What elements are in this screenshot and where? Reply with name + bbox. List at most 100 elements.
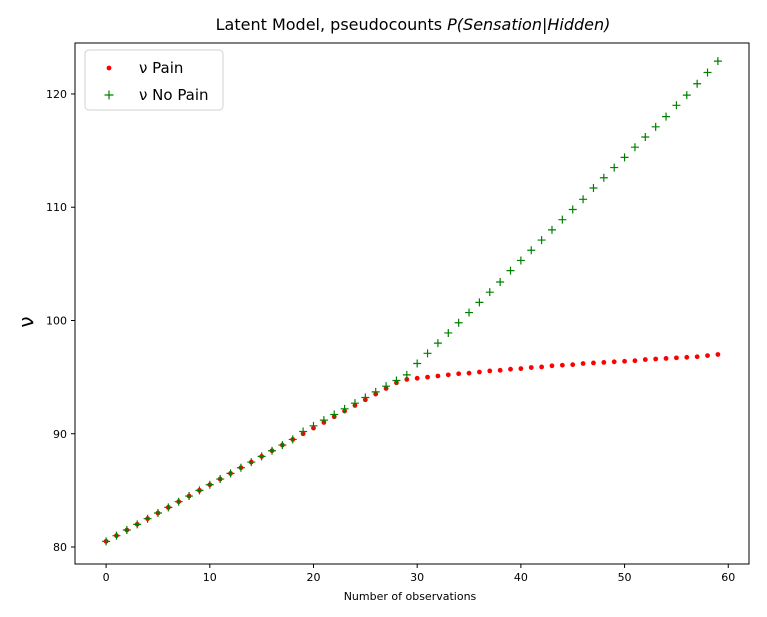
- plot-frame: [74, 42, 750, 565]
- no-pain-point: [610, 163, 619, 172]
- no-pain-point: [589, 183, 598, 192]
- no-pain-point: [288, 435, 297, 444]
- pain-point: [653, 356, 659, 362]
- no-pain-point: [153, 509, 162, 518]
- no-pain-point: [371, 387, 380, 396]
- no-pain-point: [112, 531, 121, 540]
- pain-point: [570, 362, 576, 368]
- no-pain-point: [340, 404, 349, 413]
- no-pain-point: [164, 503, 173, 512]
- legend-label-pain: ν Pain: [139, 59, 183, 77]
- x-tick-label: 40: [514, 571, 528, 584]
- y-axis-ticks: 80 90 100 110 120: [46, 88, 75, 554]
- no-pain-point: [672, 101, 681, 110]
- plot-area: [102, 57, 722, 546]
- pain-point: [642, 357, 648, 362]
- no-pain-point: [143, 514, 152, 523]
- no-pain-point: [330, 410, 339, 419]
- no-pain-point: [568, 205, 577, 214]
- no-pain-point: [703, 68, 712, 77]
- no-pain-point: [713, 57, 722, 66]
- pain-point: [404, 376, 410, 382]
- no-pain-point: [361, 393, 370, 402]
- pain-point: [414, 375, 420, 381]
- pain-point: [497, 367, 503, 373]
- pain-point: [477, 369, 482, 375]
- pain-point: [435, 373, 441, 379]
- pain-point: [559, 362, 565, 368]
- x-tick-label: 50: [618, 571, 632, 584]
- no-pain-point: [465, 308, 474, 317]
- legend-marker-pain: [106, 65, 112, 71]
- series-pain: [103, 352, 721, 544]
- x-tick-label: 60: [721, 571, 735, 584]
- no-pain-point: [454, 318, 463, 327]
- no-pain-point: [236, 463, 245, 472]
- x-tick-label: 10: [203, 571, 217, 584]
- pain-point: [425, 374, 430, 380]
- pain-point: [528, 365, 534, 370]
- legend-frame: [84, 49, 224, 111]
- no-pain-point: [537, 236, 546, 245]
- no-pain-point: [268, 446, 277, 455]
- no-pain-point: [444, 328, 453, 337]
- no-pain-point: [558, 215, 567, 224]
- no-pain-point: [309, 421, 318, 430]
- no-pain-point: [662, 112, 671, 121]
- no-pain-point: [693, 79, 702, 88]
- no-pain-point: [278, 441, 287, 450]
- no-pain-point: [257, 452, 266, 461]
- no-pain-point: [641, 133, 650, 142]
- no-pain-point: [102, 537, 111, 546]
- no-pain-point: [174, 497, 183, 506]
- no-pain-point: [433, 339, 442, 348]
- pain-point: [601, 359, 607, 365]
- no-pain-point: [392, 376, 401, 385]
- pain-point: [674, 355, 679, 361]
- no-pain-point: [475, 298, 484, 307]
- no-pain-point: [319, 416, 328, 425]
- no-pain-point: [630, 143, 639, 152]
- pain-point: [539, 364, 545, 370]
- pain-point: [518, 366, 524, 372]
- chart-title: Latent Model, pseudocounts P(Sensation|H…: [216, 15, 611, 34]
- pain-point: [466, 370, 472, 376]
- x-tick-label: 20: [306, 571, 320, 584]
- no-pain-point: [496, 277, 505, 286]
- no-pain-point: [682, 91, 691, 100]
- no-pain-point: [382, 382, 391, 391]
- y-tick-label: 120: [46, 88, 67, 101]
- no-pain-point: [620, 153, 629, 162]
- pain-point: [715, 352, 721, 357]
- pain-point: [591, 360, 596, 366]
- pain-point: [580, 361, 586, 366]
- y-tick-label: 100: [46, 314, 67, 327]
- no-pain-point: [350, 399, 359, 408]
- no-pain-point: [506, 266, 515, 275]
- no-pain-point: [413, 359, 422, 368]
- x-tick-label: 0: [103, 571, 110, 584]
- pain-point: [445, 372, 451, 378]
- series-no-pain: [102, 57, 722, 546]
- y-axis-label: ν: [14, 316, 38, 327]
- pain-point: [632, 358, 638, 364]
- pain-point: [611, 359, 617, 365]
- legend-label-no-pain: ν No Pain: [139, 86, 209, 104]
- no-pain-point: [402, 370, 411, 379]
- no-pain-point: [547, 225, 556, 234]
- no-pain-point: [651, 122, 660, 131]
- x-axis-label: Number of observations: [344, 590, 477, 603]
- no-pain-point: [226, 469, 235, 478]
- no-pain-point: [216, 475, 225, 484]
- no-pain-point: [516, 256, 525, 265]
- no-pain-point: [205, 480, 214, 489]
- chart-title-text: Latent Model, pseudocounts: [216, 15, 448, 34]
- pain-point: [663, 356, 669, 361]
- no-pain-point: [185, 492, 194, 501]
- no-pain-point: [247, 458, 256, 467]
- no-pain-point: [195, 486, 204, 495]
- x-axis-ticks: 0 10 20 30 40 50 60: [103, 564, 735, 584]
- no-pain-point: [133, 520, 142, 529]
- y-tick-label: 90: [53, 428, 67, 441]
